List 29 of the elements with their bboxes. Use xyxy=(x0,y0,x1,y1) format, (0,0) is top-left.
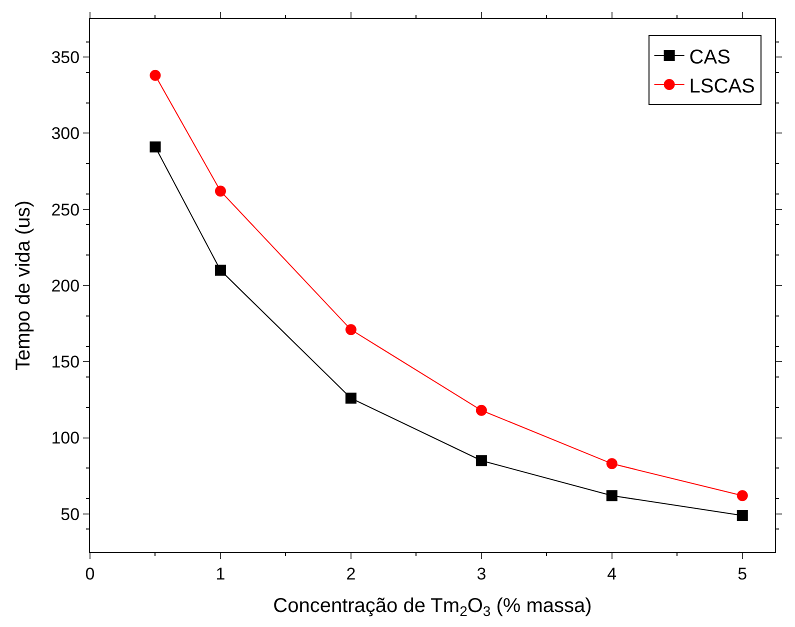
y-tick-label: 300 xyxy=(51,124,80,144)
point xyxy=(476,455,487,466)
x-tick-label: 3 xyxy=(476,564,486,584)
x-tick-label: 4 xyxy=(607,564,617,584)
point xyxy=(606,490,618,502)
point xyxy=(214,186,226,197)
y-tick-label: 250 xyxy=(51,200,80,220)
x-tick-label: 0 xyxy=(85,564,95,584)
x-tick-label: 2 xyxy=(346,564,356,584)
y-tick-label: 350 xyxy=(51,48,80,68)
y-tick-label: 200 xyxy=(51,276,80,296)
point xyxy=(150,141,161,152)
point xyxy=(736,490,748,502)
point xyxy=(214,264,226,276)
point xyxy=(345,324,356,336)
point xyxy=(736,510,748,521)
legend-label: LSCAS xyxy=(689,75,755,98)
point xyxy=(345,392,356,404)
x-tick-label: 1 xyxy=(216,564,226,584)
x-tick-label: 5 xyxy=(738,564,748,584)
y-tick-label: 50 xyxy=(60,504,80,524)
y-axis-title: Tempo de vida (us) xyxy=(12,200,35,371)
y-tick-label: 150 xyxy=(51,352,80,372)
x-axis-title: Concentração de Tm$_{2}$O$_{3}$ (% massa) xyxy=(273,594,592,620)
point xyxy=(476,404,487,416)
point xyxy=(606,458,618,470)
legend-label: CAS xyxy=(689,46,730,68)
y-tick-label: 100 xyxy=(51,428,80,448)
point xyxy=(150,70,161,81)
